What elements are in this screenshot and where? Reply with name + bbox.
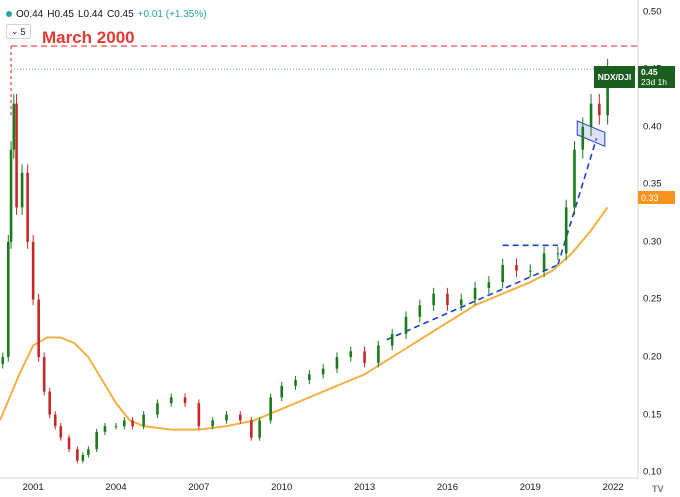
candle-body — [225, 414, 228, 421]
candle-body — [556, 253, 560, 255]
candle-body — [349, 351, 353, 358]
candle-body — [76, 449, 79, 461]
symbol-tag: NDX/DJI — [594, 66, 635, 88]
y-tick-label: 0.35 — [643, 178, 662, 190]
change-value: +0.01 (+1.35%) — [137, 8, 207, 20]
last-price-value: 0.45 — [641, 67, 658, 77]
candle-body — [589, 103, 593, 127]
candle-body — [20, 172, 24, 208]
ohlc-legend: O0.44 H0.45 L0.44 C0.45 +0.01 (+1.35%) — [6, 6, 207, 22]
x-tick-label: 2004 — [105, 482, 127, 493]
candle-body — [487, 282, 491, 288]
candle-body — [6, 241, 10, 358]
candle-body — [81, 454, 85, 461]
candle-body — [515, 264, 518, 271]
candle-body — [114, 426, 118, 428]
candle-body — [131, 420, 134, 427]
x-tick-label: 2007 — [188, 482, 210, 493]
candle-body — [321, 368, 325, 375]
candle-body — [581, 126, 585, 150]
candle-body — [269, 397, 272, 421]
candle-body — [95, 431, 98, 450]
candle-body — [432, 293, 435, 306]
candle-body — [238, 414, 242, 421]
candle-body — [473, 287, 477, 300]
candle-body — [528, 270, 532, 272]
candle-body — [197, 403, 201, 427]
trendline-3 — [386, 264, 559, 341]
indicators-toggle-button[interactable]: ⌄ 5 — [6, 24, 31, 39]
y-tick-label: 0.40 — [643, 121, 662, 133]
y-tick-label: 0.30 — [643, 236, 662, 248]
candle-body — [335, 357, 339, 369]
candle-body — [183, 397, 187, 404]
candle-body — [573, 149, 576, 208]
candle-body — [211, 420, 214, 427]
moving-average-line — [0, 206, 609, 431]
x-tick-label: 2001 — [22, 482, 44, 493]
candle-body — [42, 357, 46, 392]
candle-body — [598, 103, 601, 116]
x-tick-label: 2010 — [271, 482, 293, 493]
candle-body — [308, 374, 311, 381]
symbol-status-icon — [6, 11, 12, 17]
candle-body — [26, 172, 29, 242]
y-tick-label: 0.50 — [643, 6, 662, 18]
x-tick-label: 2022 — [602, 482, 624, 493]
candle-body — [280, 385, 284, 398]
candle-body — [156, 403, 159, 415]
candle-body — [37, 299, 40, 358]
candle-body — [87, 449, 90, 455]
candle-body — [169, 397, 173, 404]
candle-body — [59, 426, 63, 438]
x-tick-label: 2013 — [353, 482, 376, 493]
open-value: O0.44 — [16, 8, 44, 20]
y-tick-label: 0.10 — [643, 466, 662, 478]
x-tick-label: 2016 — [436, 482, 458, 493]
candle-body — [501, 264, 504, 283]
candle-body — [606, 69, 609, 116]
candle-body — [459, 299, 463, 306]
candle-body — [446, 293, 449, 306]
candle-body — [122, 420, 126, 427]
y-tick-label: 0.15 — [643, 409, 662, 421]
candle-body — [377, 345, 380, 363]
tradingview-logo[interactable]: TV — [652, 484, 664, 494]
candle-body — [250, 420, 253, 438]
candle-body — [142, 414, 145, 427]
y-tick-label: 0.20 — [643, 351, 662, 363]
candle-body — [31, 241, 35, 300]
trendline-5 — [557, 137, 598, 266]
candle-body — [258, 420, 261, 438]
high-value: H0.45 — [47, 8, 74, 20]
candle-body — [542, 253, 546, 271]
candle-body — [1, 357, 5, 364]
last-price-tag: 0.45 23d 1h — [638, 66, 675, 88]
bar-countdown: 23d 1h — [641, 77, 667, 87]
candle-body — [390, 334, 394, 346]
low-value: L0.44 — [77, 8, 103, 20]
x-tick-label: 2019 — [519, 482, 541, 493]
chevron-down-icon: ⌄ — [11, 26, 19, 36]
candle-body — [9, 149, 13, 242]
candle-body — [67, 437, 71, 450]
candle-body — [103, 426, 107, 432]
moving-average-tag: 0.33 — [638, 191, 675, 204]
candle-body — [48, 391, 52, 415]
candle-body — [12, 103, 16, 150]
close-value: C0.45 — [106, 8, 134, 20]
candle-body — [363, 351, 366, 363]
y-tick-label: 0.25 — [643, 293, 662, 305]
candle-body — [564, 207, 568, 254]
candle-body — [15, 103, 18, 208]
candle-body — [53, 414, 57, 427]
candle-body — [404, 316, 408, 335]
candle-body — [418, 305, 422, 317]
indicator-count: 5 — [20, 26, 26, 37]
candle-body — [294, 380, 297, 386]
march-2000-annotation: March 2000 — [42, 28, 135, 47]
